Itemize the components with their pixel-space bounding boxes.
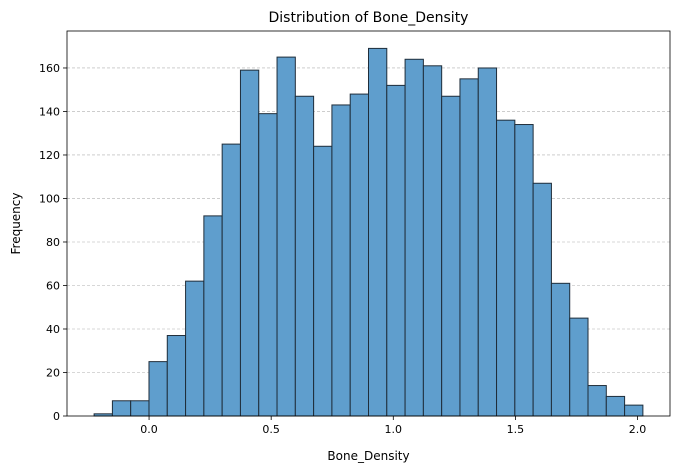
histogram-bar [294, 95, 315, 417]
y-tick-label: 0 [53, 410, 60, 423]
chart-title: Distribution of Bone_Density [269, 10, 469, 26]
histogram-bars [93, 47, 644, 417]
y-tick-label: 60 [46, 279, 60, 292]
histogram-bar [587, 385, 607, 417]
y-tick-label: 120 [39, 149, 60, 162]
x-tick-label: 0.0 [140, 423, 158, 436]
y-axis-label: Frequency [9, 193, 23, 255]
histogram-bar [605, 395, 626, 417]
y-tick-label: 100 [39, 192, 60, 205]
x-tick-label: 0.5 [262, 423, 280, 436]
histogram-bar [624, 404, 644, 417]
x-tick-label: 1.0 [385, 423, 403, 436]
x-tick-label: 2.0 [629, 423, 647, 436]
histogram-bar [477, 67, 498, 417]
histogram-bar [313, 145, 333, 417]
histogram-bar [422, 65, 443, 417]
histogram-bar [441, 95, 461, 417]
histogram-bar [130, 400, 150, 417]
y-axis-ticks: 0 20 40 60 80 100 120 140 160 [39, 62, 67, 423]
histogram-bar [148, 361, 168, 417]
y-tick-label: 20 [46, 366, 60, 379]
histogram-bar [331, 104, 351, 417]
y-tick-label: 80 [46, 236, 60, 249]
histogram-bar [349, 93, 369, 417]
y-tick-label: 160 [39, 62, 60, 75]
axes-frame [66, 30, 671, 417]
histogram-bar [221, 143, 241, 417]
histogram-bar [111, 400, 132, 417]
x-tick-label: 1.5 [507, 423, 525, 436]
x-axis-ticks: 0.0 0.5 1.0 1.5 2.0 [140, 416, 646, 436]
x-axis-label: Bone_Density [327, 449, 409, 463]
histogram-bar [258, 113, 278, 417]
histogram-bar [185, 280, 205, 417]
y-tick-label: 40 [46, 323, 60, 336]
histogram-bar [514, 124, 534, 417]
histogram-bar [550, 282, 571, 417]
histogram-bar [386, 84, 406, 417]
histogram-bar [276, 56, 296, 417]
histogram-bar [203, 215, 223, 417]
histogram-bar [239, 69, 260, 417]
histogram-bar [496, 119, 516, 417]
histogram-bar [569, 317, 589, 417]
y-tick-label: 140 [39, 105, 60, 118]
histogram-bar [459, 78, 479, 417]
histogram-bar [532, 182, 552, 417]
histogram-bar [166, 335, 187, 417]
histogram-bar [404, 58, 424, 417]
histogram-bar [368, 47, 388, 417]
